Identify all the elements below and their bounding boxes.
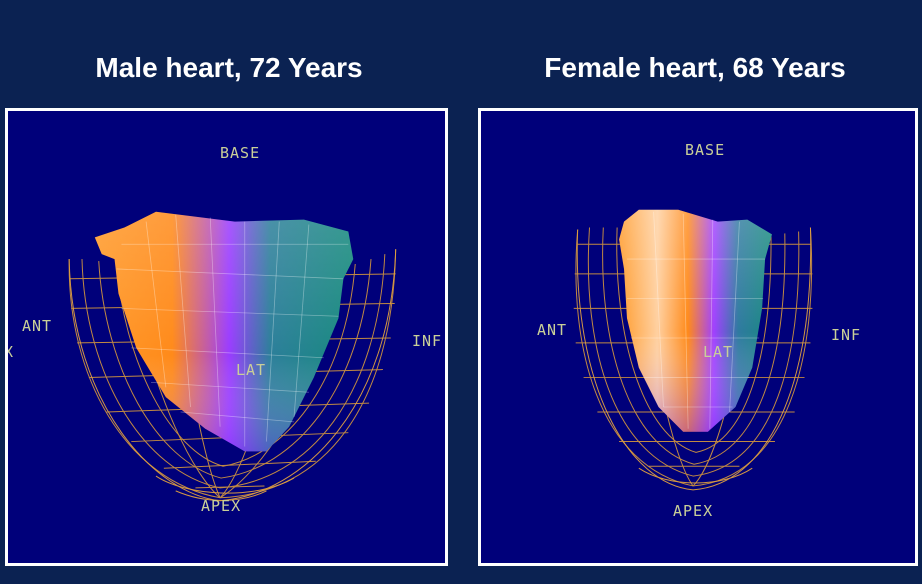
label-ant: ANT: [22, 317, 53, 335]
panel-title-male: Male heart, 72 Years: [95, 52, 363, 83]
female-heart-panel: BASE ANT INF LAT APEX: [478, 108, 918, 566]
label-apex: APEX: [673, 502, 714, 520]
male-heart-render: [68, 211, 397, 502]
label-base: BASE: [220, 144, 261, 162]
label-edge: X: [5, 343, 15, 361]
label-ant: ANT: [537, 321, 568, 339]
panel-title-female: Female heart, 68 Years: [544, 52, 846, 83]
label-lat: LAT: [703, 343, 734, 361]
label-lat: LAT: [236, 361, 267, 379]
male-heart-panel: BASE ANT X INF LAT APEX: [5, 108, 448, 566]
label-base: BASE: [685, 141, 726, 159]
label-inf: INF: [831, 326, 862, 344]
female-heart-render: [573, 209, 813, 491]
label-apex: APEX: [201, 497, 242, 515]
label-inf: INF: [412, 332, 443, 350]
